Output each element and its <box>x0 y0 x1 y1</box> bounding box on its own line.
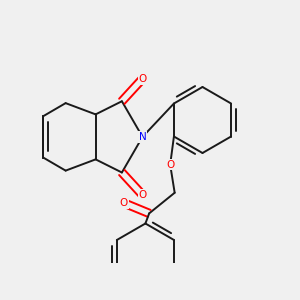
Text: O: O <box>138 190 147 200</box>
Text: O: O <box>166 160 174 170</box>
Text: O: O <box>138 74 147 84</box>
Text: O: O <box>119 198 128 208</box>
Text: N: N <box>139 132 146 142</box>
